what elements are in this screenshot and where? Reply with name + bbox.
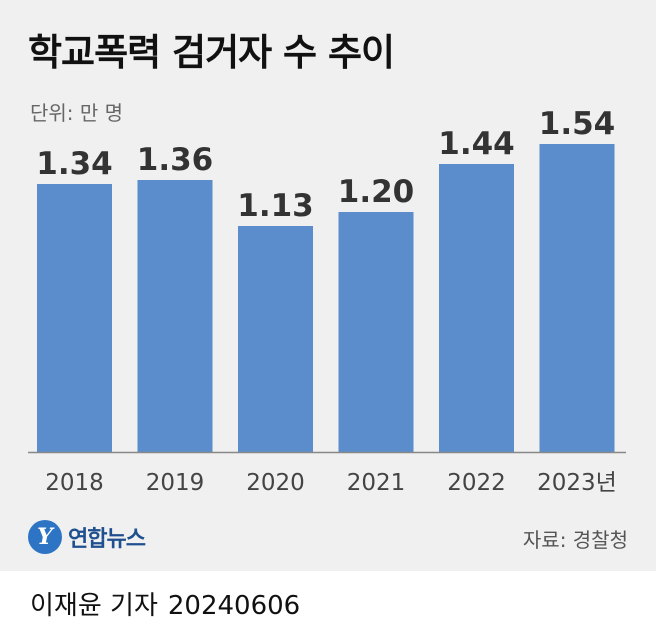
chart-title: 학교폭력 검거자 수 추이 — [28, 31, 395, 74]
bar-2022 — [439, 164, 514, 452]
publisher-name: 연합뉴스 — [68, 527, 146, 552]
x-tick-label-2021: 2021 — [347, 470, 406, 496]
bar-2019 — [137, 180, 213, 452]
data-label-2018: 1.34 — [36, 146, 113, 182]
bar-2020 — [238, 226, 313, 452]
yonhap-logo-icon: Y — [28, 520, 62, 554]
credit-line: 이재윤 기자 20240606 — [30, 585, 300, 622]
x-tick-label-2018: 2018 — [45, 470, 104, 496]
bar-2021 — [338, 212, 414, 452]
publisher-logo: Y 연합뉴스 — [28, 515, 146, 559]
x-tick-label-2020: 2020 — [246, 470, 305, 496]
x-tick-label-2022: 2022 — [447, 470, 506, 496]
author-name: 이재윤 기자 — [30, 591, 158, 621]
data-label-2023년: 1.54 — [539, 106, 616, 142]
bar-2023년 — [539, 144, 615, 452]
bar-chart: 1.34 2018 1.36 2019 1.13 2020 1.20 2021 1.44 2022… — [28, 106, 626, 496]
bar-2018 — [37, 184, 112, 452]
x-tick-label-2023년: 2023년 — [537, 470, 617, 496]
publish-date: 20240606 — [167, 591, 301, 621]
data-label-2021: 1.20 — [338, 174, 415, 210]
data-label-2019: 1.36 — [137, 142, 214, 178]
chart-panel: 학교폭력 검거자 수 추이 단위: 만 명 1.34 2018 1.36 2019 1.… — [0, 0, 656, 571]
data-label-2020: 1.13 — [237, 188, 314, 224]
x-tick-label-2019: 2019 — [146, 470, 205, 496]
data-label-2022: 1.44 — [438, 126, 515, 162]
unit-label: 단위: 만 명 — [30, 101, 124, 125]
source-label: 자료: 경찰청 — [522, 528, 628, 552]
